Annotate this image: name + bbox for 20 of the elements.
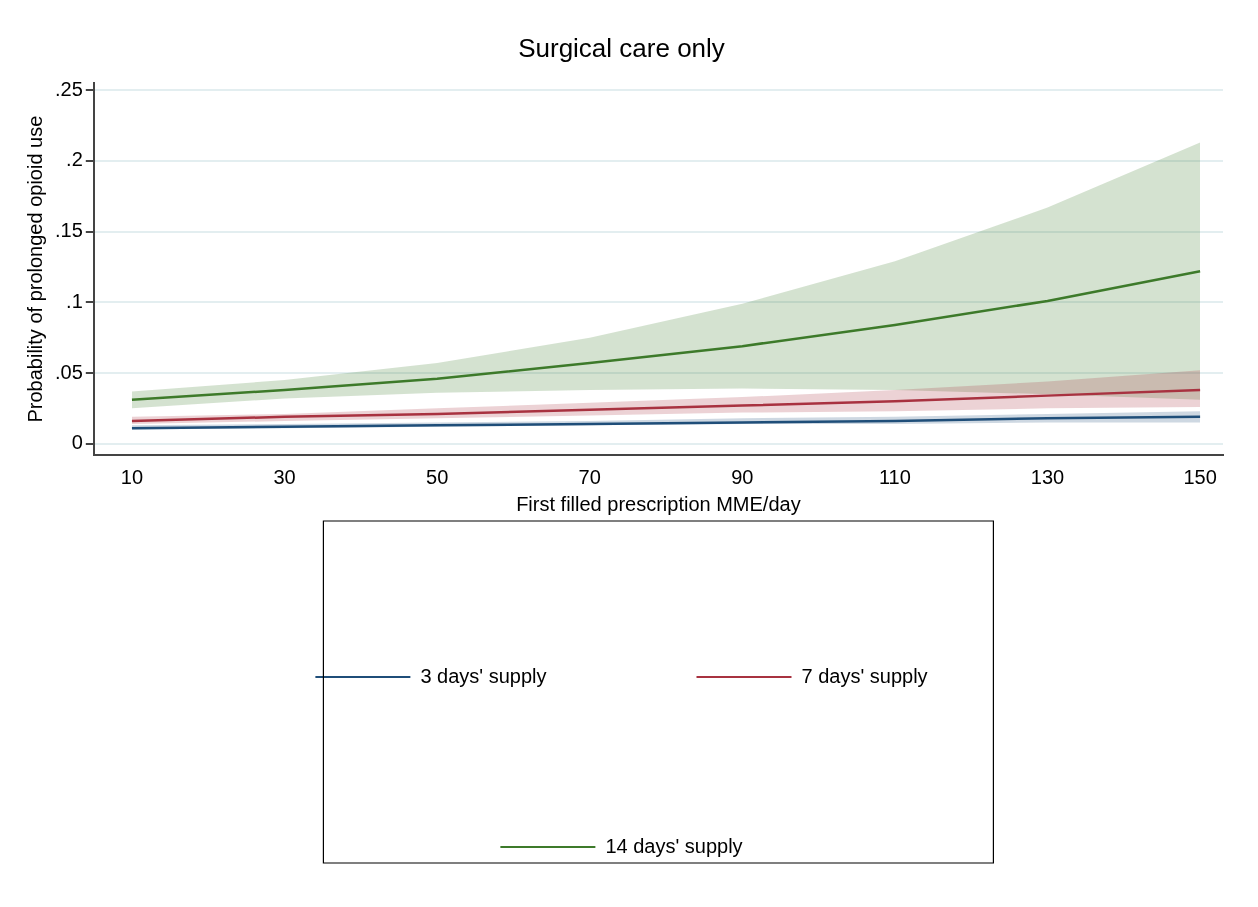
y-axis-title: Probability of prolonged opioid use <box>23 115 46 423</box>
x-tick-label: 30 <box>273 465 296 488</box>
y-tick-label: .2 <box>66 148 83 171</box>
legend-label: 3 days' supply <box>420 664 547 687</box>
y-tick-label: .05 <box>54 360 83 383</box>
legend-label: 7 days' supply <box>801 664 928 687</box>
x-tick-label: 50 <box>426 465 449 488</box>
x-tick-label: 150 <box>1183 465 1217 488</box>
x-tick-label: 90 <box>731 465 754 488</box>
chart-title: Surgical care only <box>518 32 725 63</box>
legend-label: 14 days' supply <box>605 834 743 857</box>
y-tick-label: 0 <box>71 431 83 454</box>
y-tick-label: .25 <box>54 77 83 100</box>
x-axis-title: First filled prescription MME/day <box>516 492 801 515</box>
y-tick-label: .15 <box>54 219 83 242</box>
x-tick-label: 130 <box>1030 465 1065 488</box>
x-tick-label: 110 <box>878 465 911 488</box>
y-tick-label: .1 <box>66 289 83 312</box>
x-tick-label: 70 <box>578 465 601 488</box>
x-tick-label: 10 <box>120 465 144 488</box>
